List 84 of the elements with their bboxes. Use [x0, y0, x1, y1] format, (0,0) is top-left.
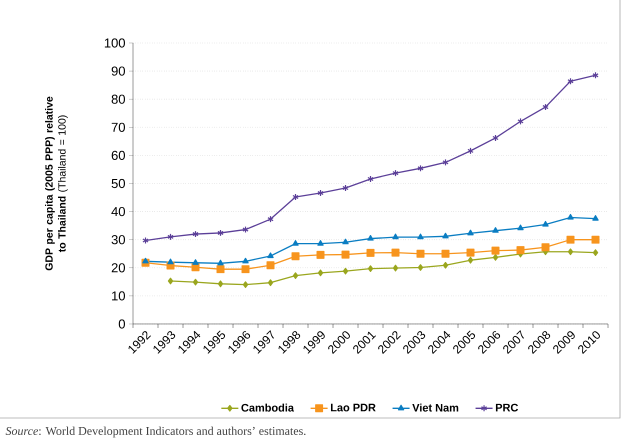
point [392, 264, 398, 272]
point [517, 118, 524, 125]
point [266, 261, 274, 270]
y-tick-label: 100 [104, 38, 125, 48]
point [317, 189, 324, 197]
y-tick-label: 60 [112, 150, 125, 160]
point [267, 252, 274, 258]
point [218, 280, 224, 288]
point [292, 252, 300, 260]
point [517, 224, 524, 230]
point [442, 262, 448, 269]
y-tick-label: 40 [111, 207, 125, 216]
point [416, 250, 424, 258]
y-tick-label: 0 [118, 319, 125, 329]
point [168, 278, 174, 284]
point [342, 268, 348, 275]
point [192, 278, 198, 286]
point [492, 227, 499, 233]
point [442, 158, 449, 166]
y-tick-label: 80 [112, 94, 125, 104]
point [392, 170, 399, 177]
point [568, 248, 574, 256]
point [217, 260, 224, 266]
legend-label: Cambodia [241, 404, 294, 412]
legend-label: PRC [496, 404, 518, 412]
point [192, 259, 199, 265]
y-tick-label: 30 [112, 235, 125, 244]
legend-label: Lao PDR [330, 404, 376, 412]
point [516, 246, 524, 254]
point [167, 233, 174, 240]
text: Source: World Development Indicators and authors’ estimates. [6, 426, 306, 438]
point [267, 216, 274, 223]
point [418, 264, 424, 271]
point [242, 265, 250, 274]
point [368, 265, 374, 272]
point [567, 214, 574, 220]
point [367, 234, 374, 241]
point [342, 184, 349, 192]
point [567, 78, 574, 85]
point [442, 250, 450, 258]
point [242, 258, 249, 264]
point [268, 279, 274, 286]
point [367, 175, 374, 183]
point [366, 248, 374, 257]
point [216, 265, 224, 274]
y-tick-label: 70 [112, 122, 125, 132]
point [592, 236, 600, 244]
point [342, 238, 349, 244]
y-tick-label: 20 [112, 263, 125, 272]
point [542, 103, 549, 111]
point [467, 230, 474, 236]
y-tick-label: 90 [112, 66, 125, 76]
point [392, 234, 399, 240]
point [467, 147, 474, 154]
point [217, 229, 224, 237]
point [142, 258, 149, 264]
point [242, 281, 248, 288]
point [292, 193, 299, 201]
point [492, 246, 500, 255]
y-tick-label: 10 [112, 291, 125, 300]
point [592, 249, 598, 256]
point [318, 269, 324, 276]
point [242, 226, 249, 234]
y-tick-label: 50 [112, 178, 125, 188]
legend-label: Viet Nam [412, 404, 458, 412]
point [542, 220, 549, 227]
point [442, 232, 449, 238]
point [592, 215, 599, 221]
point [192, 230, 199, 238]
point [342, 250, 350, 259]
point [292, 240, 299, 246]
point [492, 134, 499, 142]
point [392, 248, 400, 257]
point [316, 250, 324, 259]
point [417, 164, 424, 172]
point [542, 243, 550, 252]
point [492, 254, 498, 261]
point [468, 256, 474, 264]
point [566, 236, 574, 244]
point [466, 248, 474, 257]
point [417, 234, 424, 240]
point [292, 272, 298, 280]
point [167, 258, 174, 264]
point [317, 240, 324, 246]
